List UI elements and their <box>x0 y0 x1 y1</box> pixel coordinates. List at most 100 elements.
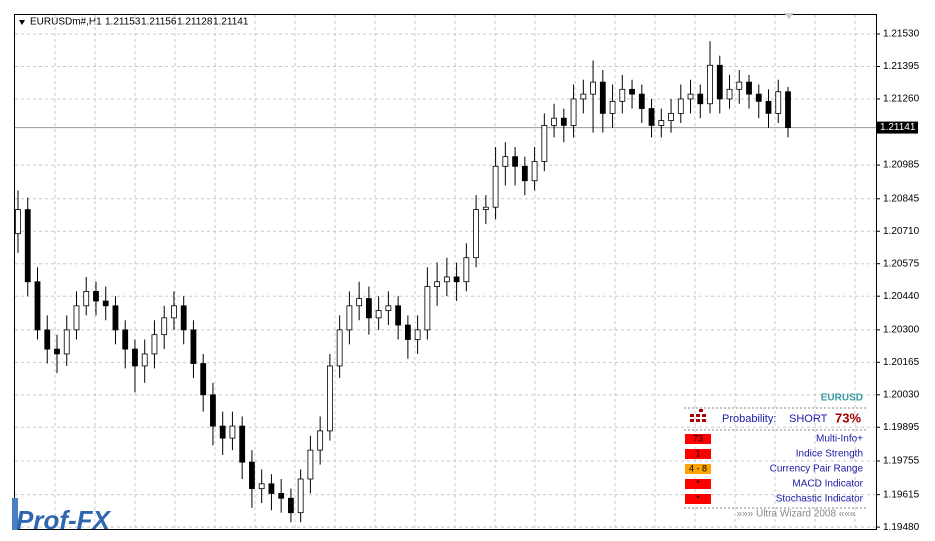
candle-body <box>112 305 119 331</box>
candle-body <box>288 497 294 514</box>
y-tick-label: 1.21260 <box>883 94 920 105</box>
candle-body <box>258 483 265 490</box>
panel-probability-label: Probability: <box>722 413 776 425</box>
candle-body <box>541 125 548 162</box>
y-tick-label: 1.20710 <box>883 226 920 237</box>
candle-body <box>736 81 743 90</box>
panel-probability: 73% <box>835 410 861 425</box>
chart-title: EURUSDm#,H1 <box>30 17 102 28</box>
panel-icon <box>702 419 706 422</box>
candle-body <box>34 281 41 331</box>
candle-body <box>326 365 333 432</box>
indicator-panel: EURUSD Probability: SHORT 73% 73 Multi-Info+ 1… <box>684 393 866 520</box>
header-value: 1.21141 <box>213 17 249 28</box>
candle-body <box>346 305 353 331</box>
header-value: 1.21128 <box>177 17 213 28</box>
panel-badge <box>685 464 711 474</box>
panel-row-label: MACD Indicator <box>792 479 863 490</box>
header-value: 1.21153 <box>105 17 141 28</box>
candle-body <box>180 305 187 331</box>
candle-body <box>687 93 694 100</box>
candle-body <box>482 206 489 210</box>
y-tick-label: 1.19615 <box>883 489 920 500</box>
panel-badge-text: 1 <box>695 448 700 458</box>
candle-body <box>54 348 60 355</box>
candle-body <box>746 81 752 95</box>
logo-bar <box>12 498 18 530</box>
candle-body <box>570 98 577 126</box>
candle-body <box>443 276 450 283</box>
y-tick-label: 1.20985 <box>883 160 920 171</box>
candle-body <box>190 329 197 364</box>
header-value: 1.21156 <box>141 17 177 28</box>
candle-body <box>414 329 421 340</box>
candle-body <box>15 209 21 235</box>
candle-body <box>658 120 665 126</box>
candle-body <box>317 430 324 451</box>
panel-direction: SHORT <box>789 413 828 425</box>
y-tick-label: 1.19755 <box>883 456 920 467</box>
panel-footer: »»» Ultra Wizard 2008 ««« <box>737 509 856 520</box>
y-tick-label: 1.20845 <box>883 193 920 204</box>
candle-body <box>453 276 460 283</box>
candle-body <box>375 310 382 319</box>
candle-body <box>102 300 109 307</box>
candle-body <box>785 91 791 128</box>
candle-body <box>765 100 772 114</box>
candle-body <box>229 425 236 439</box>
y-tick-label: 1.19895 <box>883 422 920 433</box>
candle-body <box>365 298 372 319</box>
candle-body <box>716 64 723 100</box>
candle-body <box>668 112 674 121</box>
candle-body <box>580 93 587 100</box>
candle-body <box>239 425 246 463</box>
candle-body <box>512 156 518 167</box>
candle-body <box>122 329 129 350</box>
panel-badge-text: 4 - 8 <box>689 463 707 473</box>
candle-body <box>83 290 90 307</box>
candle-body <box>73 305 80 331</box>
candle-body <box>278 493 285 499</box>
candle-body <box>385 305 392 312</box>
candle-body <box>619 88 626 102</box>
candle-body <box>697 93 704 105</box>
panel-badge-text: * <box>696 493 700 503</box>
y-tick-label: 1.21395 <box>883 61 920 72</box>
candle-body <box>93 290 99 302</box>
panel-symbol: EURUSD <box>821 393 863 404</box>
y-tick-label: 1.20030 <box>883 389 920 400</box>
panel-icon <box>699 409 703 412</box>
y-tick-label: 1.20165 <box>883 357 920 368</box>
candle-body <box>609 100 616 114</box>
logo: Prof-FX <box>16 505 112 535</box>
candle-body <box>726 88 733 100</box>
candle-body <box>171 305 177 319</box>
y-tick-label: 1.21530 <box>883 29 920 40</box>
candle-body <box>502 156 509 167</box>
candle-body <box>404 324 411 340</box>
candle-body <box>44 329 51 350</box>
panel-icon <box>702 414 706 417</box>
panel-icon <box>696 419 700 422</box>
candle-body <box>551 117 557 126</box>
candle-body <box>219 425 226 439</box>
candle-body <box>590 81 596 95</box>
candle-body <box>268 483 275 494</box>
panel-row-label: Stochastic Indicator <box>776 494 864 505</box>
menu-arrow[interactable] <box>19 20 25 25</box>
panel-badge-text: * <box>696 478 700 488</box>
candle-body <box>677 98 684 114</box>
candle-body <box>707 64 713 105</box>
candle-body <box>492 165 499 208</box>
panel-icon <box>696 414 700 417</box>
candle-body <box>434 281 441 287</box>
panel-row-label: Indice Strength <box>796 449 863 460</box>
panel-icon <box>690 419 694 422</box>
panel-icon <box>690 414 694 417</box>
candle-body <box>141 353 148 367</box>
candle-body <box>599 81 606 114</box>
y-tick-label: 1.20440 <box>883 291 920 302</box>
panel-badge <box>685 494 711 504</box>
candle-body <box>161 317 168 336</box>
